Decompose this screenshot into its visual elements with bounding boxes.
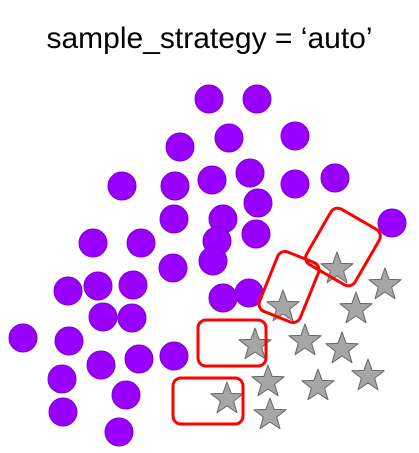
star-icon [301,368,335,401]
rounded-rectangle-icon [304,206,382,288]
circle-icon [160,171,190,201]
star-icon [320,251,354,284]
circle-icon [8,323,38,353]
circle-icon [54,326,84,356]
star-icon [339,291,373,324]
circle-icon [48,397,78,427]
diagram-title: sample_strategy = ‘auto’ [46,22,373,55]
circle-icon [159,341,189,371]
circle-icon [165,132,195,162]
circles-group [8,84,407,447]
circle-icon [377,208,407,238]
rounded-rectangle-icon [171,376,245,426]
circle-icon [47,364,77,394]
circle-icon [126,228,156,258]
circle-icon [241,219,271,249]
circle-icon [78,228,108,258]
stars-group [210,251,402,430]
circle-icon [280,169,310,199]
circle-icon [194,84,224,114]
circle-icon [88,302,118,332]
circle-icon [86,350,116,380]
star-icon [251,364,285,397]
star-icon [288,323,322,356]
circle-icon [214,123,244,153]
rounded-rectangle-icon [196,318,268,368]
boxes-group [171,206,382,426]
circle-icon [242,84,272,114]
star-icon [368,267,402,300]
star-icon [325,331,359,364]
circle-icon [53,276,83,306]
circle-icon [280,121,310,151]
circle-icon [235,158,265,188]
star-icon [351,358,385,391]
circle-icon [118,270,148,300]
circle-icon [111,380,141,410]
circle-icon [107,171,137,201]
circle-icon [197,165,227,195]
star-icon [253,397,287,430]
circle-icon [243,188,273,218]
circle-icon [198,246,228,276]
star-icon [266,289,300,322]
rounded-rectangle-icon [257,250,321,324]
circle-icon [208,283,238,313]
circle-icon [83,271,113,301]
circle-icon [104,417,134,447]
circle-icon [159,204,189,234]
star-icon [210,381,244,414]
circle-icon [320,163,350,193]
circle-icon [117,303,147,333]
circle-icon [124,344,154,374]
circle-icon [158,253,188,283]
